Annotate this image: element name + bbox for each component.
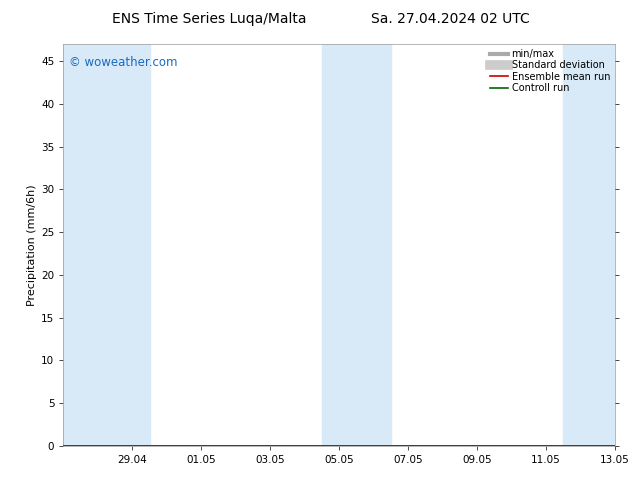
- Legend: min/max, Standard deviation, Ensemble mean run, Controll run: min/max, Standard deviation, Ensemble me…: [488, 46, 613, 96]
- Text: ENS Time Series Luqa/Malta: ENS Time Series Luqa/Malta: [112, 12, 306, 26]
- Bar: [63, 44, 150, 446]
- Text: Sa. 27.04.2024 02 UTC: Sa. 27.04.2024 02 UTC: [371, 12, 529, 26]
- Bar: [322, 44, 391, 446]
- Bar: [563, 44, 615, 446]
- Y-axis label: Precipitation (mm/6h): Precipitation (mm/6h): [27, 184, 37, 306]
- Text: © woweather.com: © woweather.com: [69, 56, 178, 69]
